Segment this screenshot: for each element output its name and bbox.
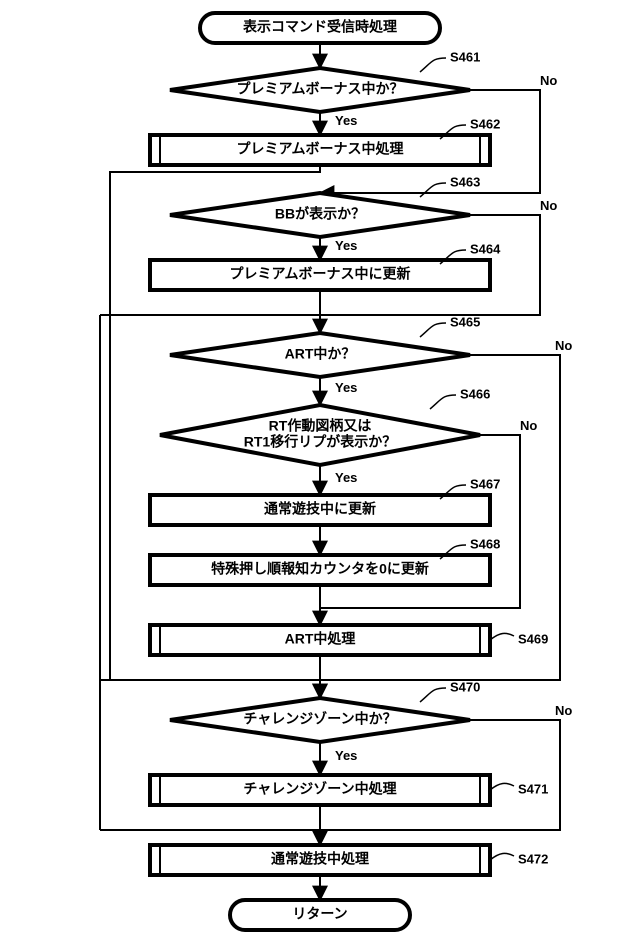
svg-text:S465: S465 [450,314,480,329]
svg-text:S472: S472 [518,851,548,866]
svg-text:チャレンジゾーン中か？: チャレンジゾーン中か？ [243,711,396,727]
svg-text:S466: S466 [460,386,490,401]
edges: Yes No Yes No Yes No Yes No Yes No [100,43,572,900]
svg-text:プレミアムボーナス中か？: プレミアムボーナス中か？ [236,81,403,97]
svg-text:BBが表示か？: BBが表示か？ [275,206,365,222]
svg-text:プレミアムボーナス中に更新: プレミアムボーナス中に更新 [229,266,410,282]
svg-text:No: No [540,198,557,213]
svg-text:S471: S471 [518,781,548,796]
svg-text:Yes: Yes [335,380,357,395]
svg-text:S461: S461 [450,49,480,64]
svg-text:特殊押し順報知カウンタを0に更新: 特殊押し順報知カウンタを0に更新 [211,561,429,577]
svg-text:No: No [555,338,572,353]
svg-text:Yes: Yes [335,113,357,128]
svg-text:ART中処理: ART中処理 [285,631,356,647]
svg-text:No: No [520,418,537,433]
svg-text:S464: S464 [470,241,501,256]
svg-text:通常遊技中に更新: 通常遊技中に更新 [264,501,376,517]
svg-text:Yes: Yes [335,238,357,253]
svg-text:S469: S469 [518,631,548,646]
svg-text:Yes: Yes [335,748,357,763]
svg-text:リターン: リターン [292,906,347,922]
svg-text:S463: S463 [450,174,480,189]
svg-text:プレミアムボーナス中処理: プレミアムボーナス中処理 [236,141,403,157]
svg-text:ART中か？: ART中か？ [285,346,356,362]
flowchart-canvas: Yes No Yes No Yes No Yes No Yes No 表示コマンド受信時処理プレミア… [0,0,640,940]
svg-text:Yes: Yes [335,470,357,485]
svg-text:表示コマンド受信時処理: 表示コマンド受信時処理 [242,19,397,35]
svg-text:S462: S462 [470,116,500,131]
svg-text:RT作動図柄又は: RT作動図柄又は [269,418,372,434]
svg-text:S467: S467 [470,476,500,491]
svg-text:チャレンジゾーン中処理: チャレンジゾーン中処理 [243,781,396,797]
svg-text:S468: S468 [470,536,500,551]
svg-text:No: No [540,73,557,88]
svg-text:S470: S470 [450,679,480,694]
svg-text:No: No [555,703,572,718]
svg-text:RT1移行リプが表示か？: RT1移行リプが表示か？ [244,434,396,450]
svg-text:通常遊技中処理: 通常遊技中処理 [271,851,369,867]
